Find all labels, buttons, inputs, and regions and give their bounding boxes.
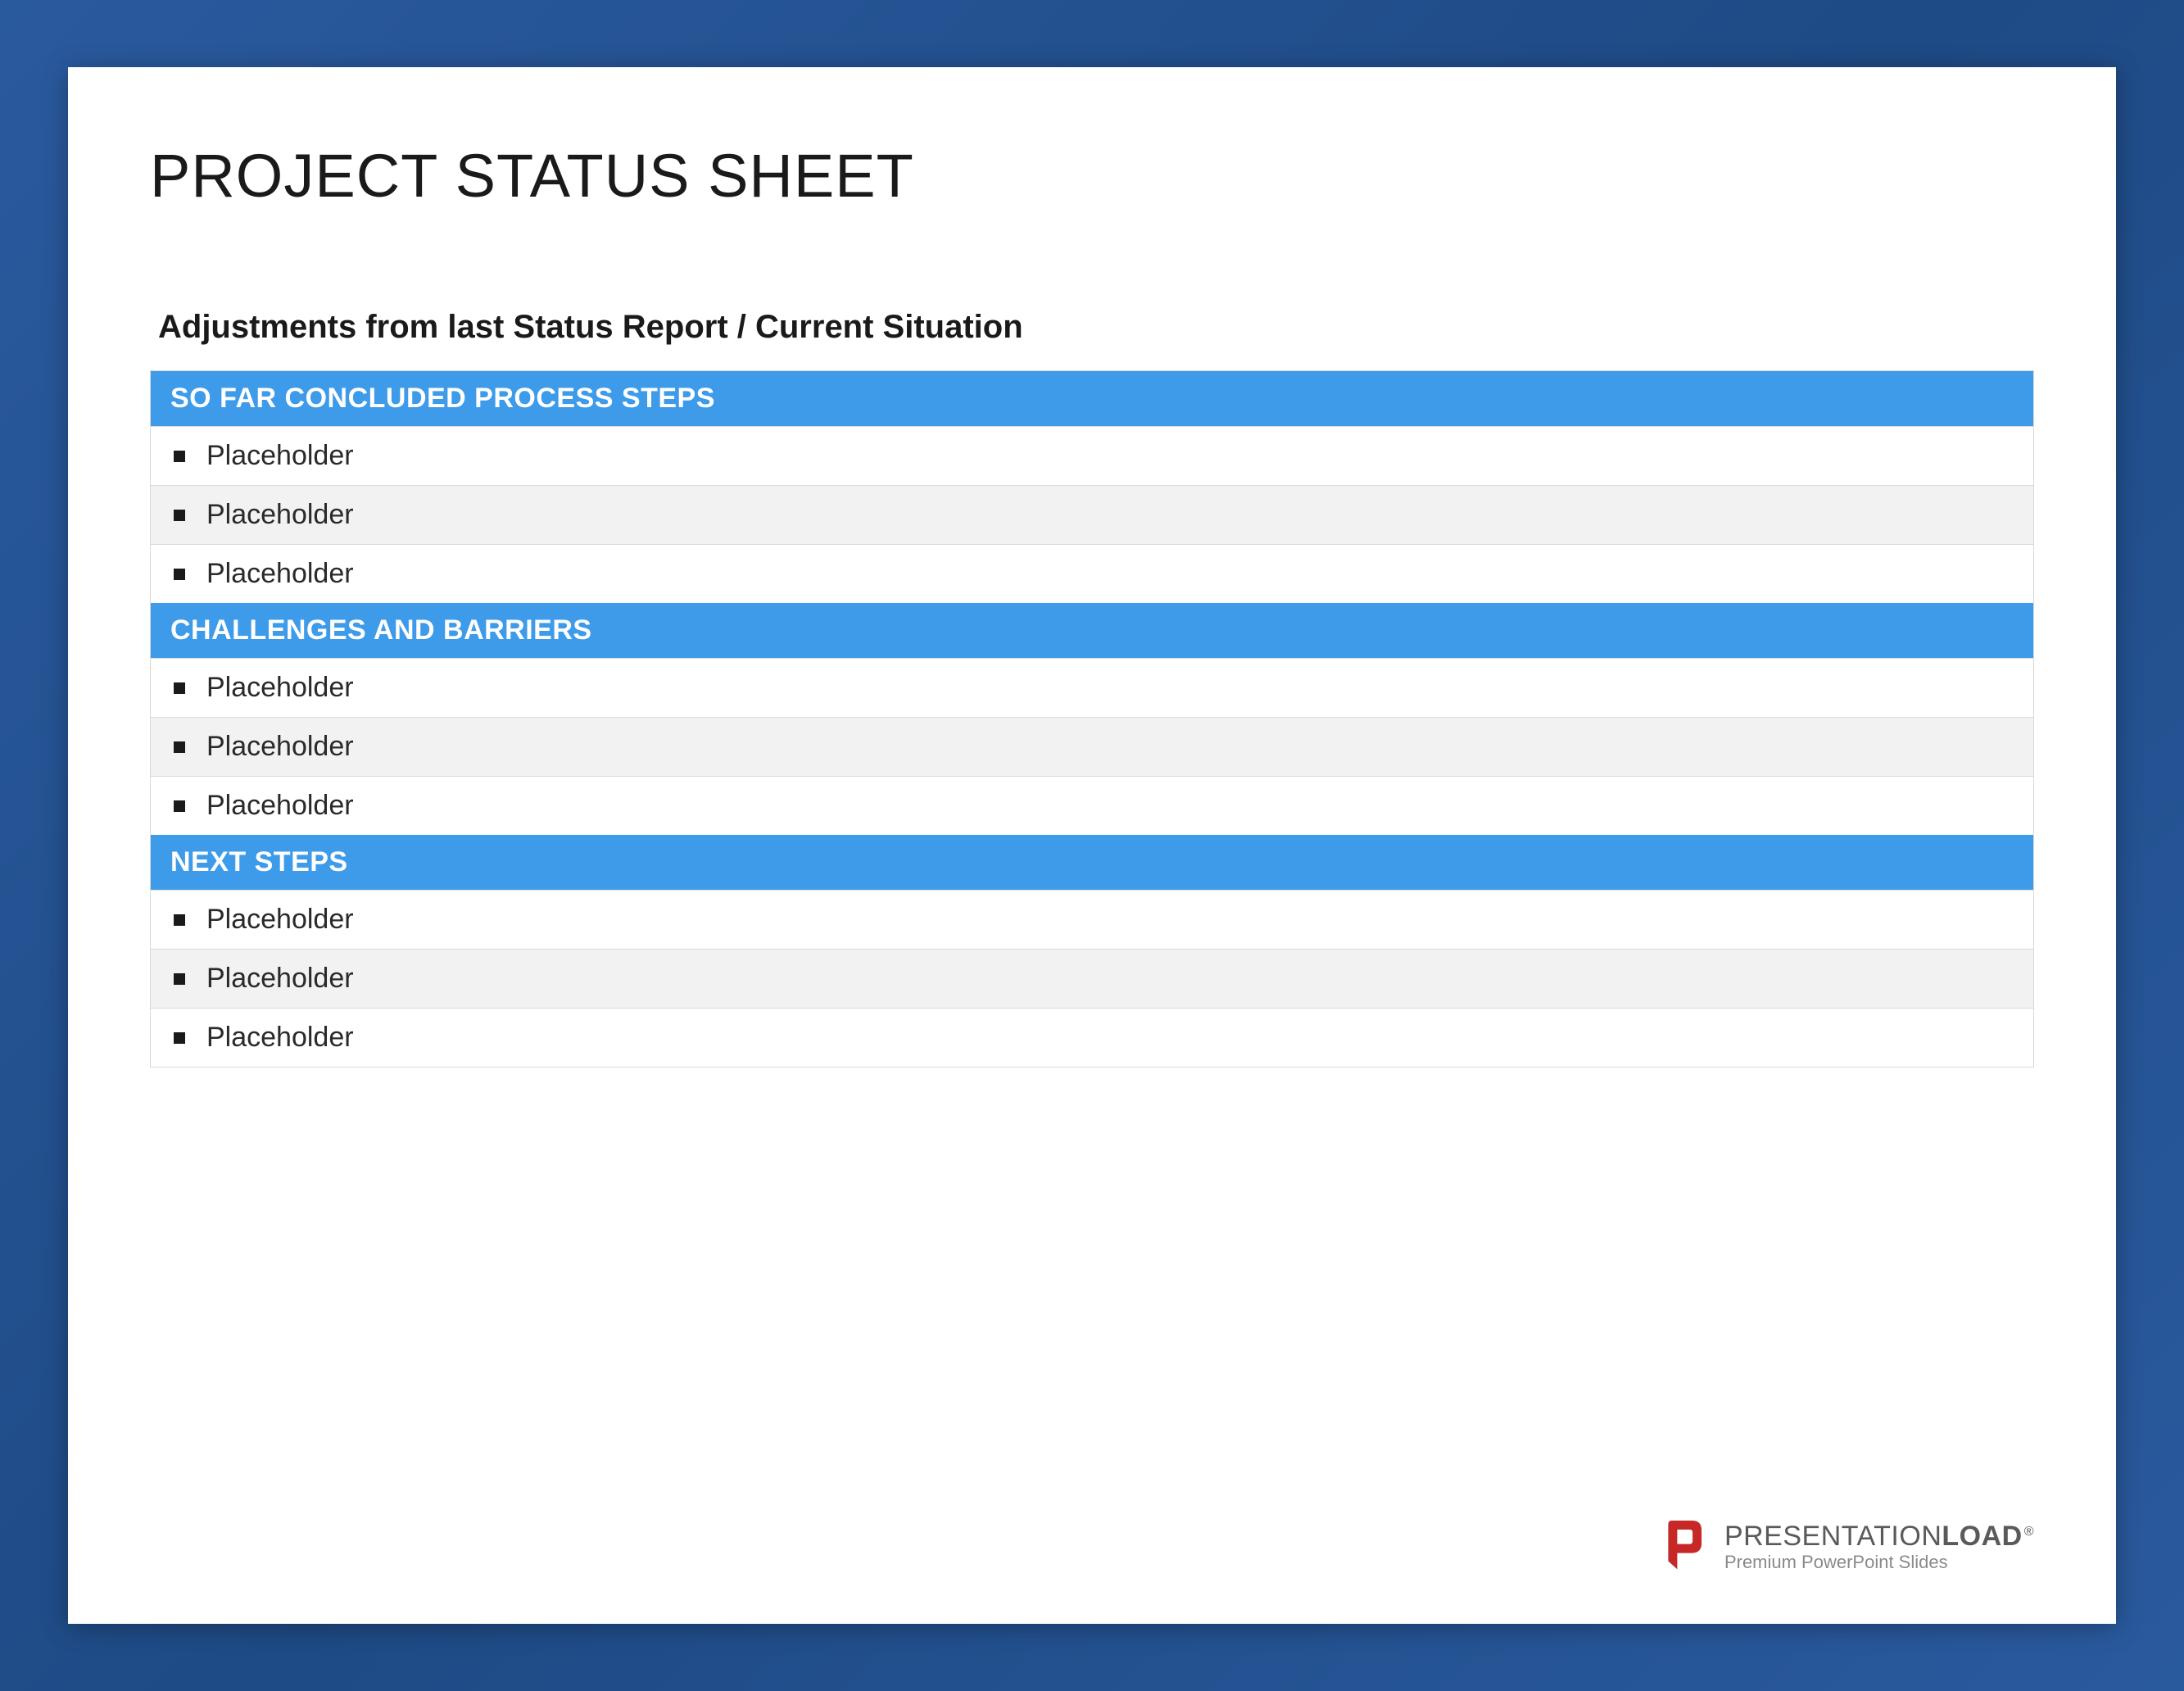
table-row: Placeholder: [151, 949, 2033, 1008]
section-header-next: NEXT STEPS: [151, 835, 2033, 890]
row-text: Placeholder: [206, 672, 354, 704]
slide-subtitle: Adjustments from last Status Report / Cu…: [150, 309, 2034, 346]
brand-tagline: Premium PowerPoint Slides: [1724, 1552, 2034, 1573]
bullet-icon: [174, 741, 185, 753]
bullet-icon: [174, 973, 185, 985]
status-table: SO FAR CONCLUDED PROCESS STEPS Placehold…: [150, 370, 2034, 1068]
bullet-icon: [174, 682, 185, 694]
bullet-icon: [174, 800, 185, 812]
brand-name: PRESENTATIONLOAD®: [1724, 1522, 2034, 1550]
section-header-concluded: SO FAR CONCLUDED PROCESS STEPS: [151, 371, 2033, 426]
brand-text: PRESENTATIONLOAD® Premium PowerPoint Sli…: [1724, 1522, 2034, 1573]
row-text: Placeholder: [206, 499, 354, 531]
bullet-icon: [174, 510, 185, 521]
table-row: Placeholder: [151, 890, 2033, 949]
table-row: Placeholder: [151, 776, 2033, 835]
brand-name-light: PRESENTATION: [1724, 1521, 1942, 1552]
row-text: Placeholder: [206, 731, 354, 763]
row-text: Placeholder: [206, 963, 354, 995]
bullet-icon: [174, 569, 185, 580]
brand-reg: ®: [2024, 1525, 2034, 1539]
table-row: Placeholder: [151, 544, 2033, 603]
table-row: Placeholder: [151, 485, 2033, 544]
section-header-challenges: CHALLENGES AND BARRIERS: [151, 603, 2033, 658]
row-text: Placeholder: [206, 440, 354, 472]
row-text: Placeholder: [206, 790, 354, 822]
slide-title: PROJECT STATUS SHEET: [150, 141, 2034, 211]
row-text: Placeholder: [206, 904, 354, 936]
row-text: Placeholder: [206, 558, 354, 590]
table-row: Placeholder: [151, 426, 2033, 485]
table-row: Placeholder: [151, 658, 2033, 717]
bullet-icon: [174, 451, 185, 462]
bullet-icon: [174, 1032, 185, 1044]
table-row: Placeholder: [151, 717, 2033, 776]
slide-container: PROJECT STATUS SHEET Adjustments from la…: [68, 67, 2116, 1624]
footer-logo: PRESENTATIONLOAD® Premium PowerPoint Sli…: [1656, 1521, 2034, 1575]
bullet-icon: [174, 914, 185, 926]
row-text: Placeholder: [206, 1022, 354, 1054]
brand-name-bold: LOAD: [1942, 1521, 2022, 1552]
table-row: Placeholder: [151, 1008, 2033, 1067]
brand-mark-icon: [1656, 1521, 1710, 1575]
